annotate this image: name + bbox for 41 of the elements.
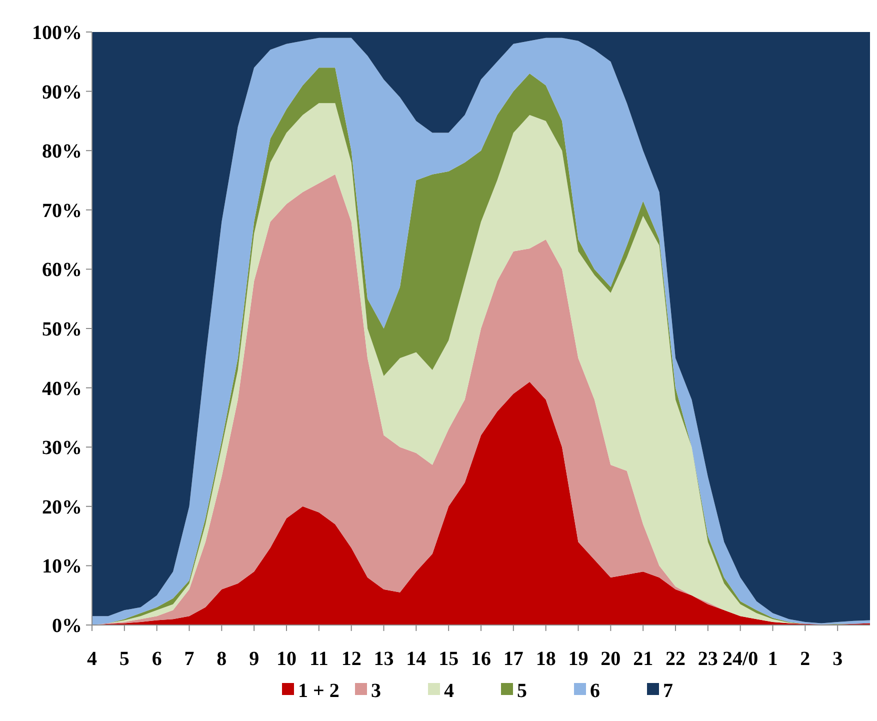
x-tick-label: 20 [600, 648, 621, 670]
y-tick-label: 70% [42, 200, 82, 222]
y-tick-label: 60% [42, 259, 82, 282]
legend-label: 5 [517, 680, 527, 702]
x-tick-label: 2 [800, 648, 810, 670]
legend-label: 3 [371, 680, 381, 702]
x-tick-label: 15 [438, 648, 459, 670]
x-tick-label: 9 [249, 648, 260, 670]
legend-label: 4 [444, 680, 454, 702]
y-tick-label: 40% [42, 378, 82, 400]
x-tick-label: 23 [698, 648, 718, 670]
x-tick-label: 13 [374, 648, 394, 670]
x-tick-label: 22 [666, 648, 686, 670]
legend-label: 6 [590, 680, 600, 702]
x-tick-label: 1 [768, 648, 778, 670]
x-tick-label: 14 [406, 648, 426, 670]
x-tick-label: 10 [276, 648, 296, 670]
x-tick-label: 11 [309, 648, 328, 670]
x-tick-label: 7 [184, 648, 194, 670]
x-tick-label: 4 [87, 648, 97, 670]
y-tick-label: 80% [42, 140, 82, 163]
y-tick-label: 10% [42, 556, 82, 578]
x-tick-label: 8 [216, 648, 227, 670]
x-tick-label: 24/0 [722, 648, 758, 670]
y-tick-label: 90% [42, 81, 82, 104]
x-tick-label: 5 [119, 648, 130, 670]
legend-label: 1 + 2 [298, 680, 340, 702]
x-tick-label: 19 [568, 648, 588, 670]
x-tick-label: 3 [832, 648, 843, 670]
x-tick-label: 21 [633, 648, 654, 670]
y-tick-label: 50% [42, 318, 82, 340]
x-tick-label: 12 [341, 648, 362, 670]
legend-label: 7 [663, 680, 673, 702]
x-tick-label: 18 [536, 648, 556, 670]
y-tick-label: 0% [52, 615, 82, 637]
x-tick-label: 17 [503, 648, 524, 670]
y-tick-label: 30% [42, 437, 82, 460]
x-tick-label: 6 [152, 648, 162, 670]
y-tick-label: 100% [32, 22, 82, 44]
y-tick-label: 20% [42, 496, 82, 518]
x-tick-label: 16 [471, 648, 491, 670]
